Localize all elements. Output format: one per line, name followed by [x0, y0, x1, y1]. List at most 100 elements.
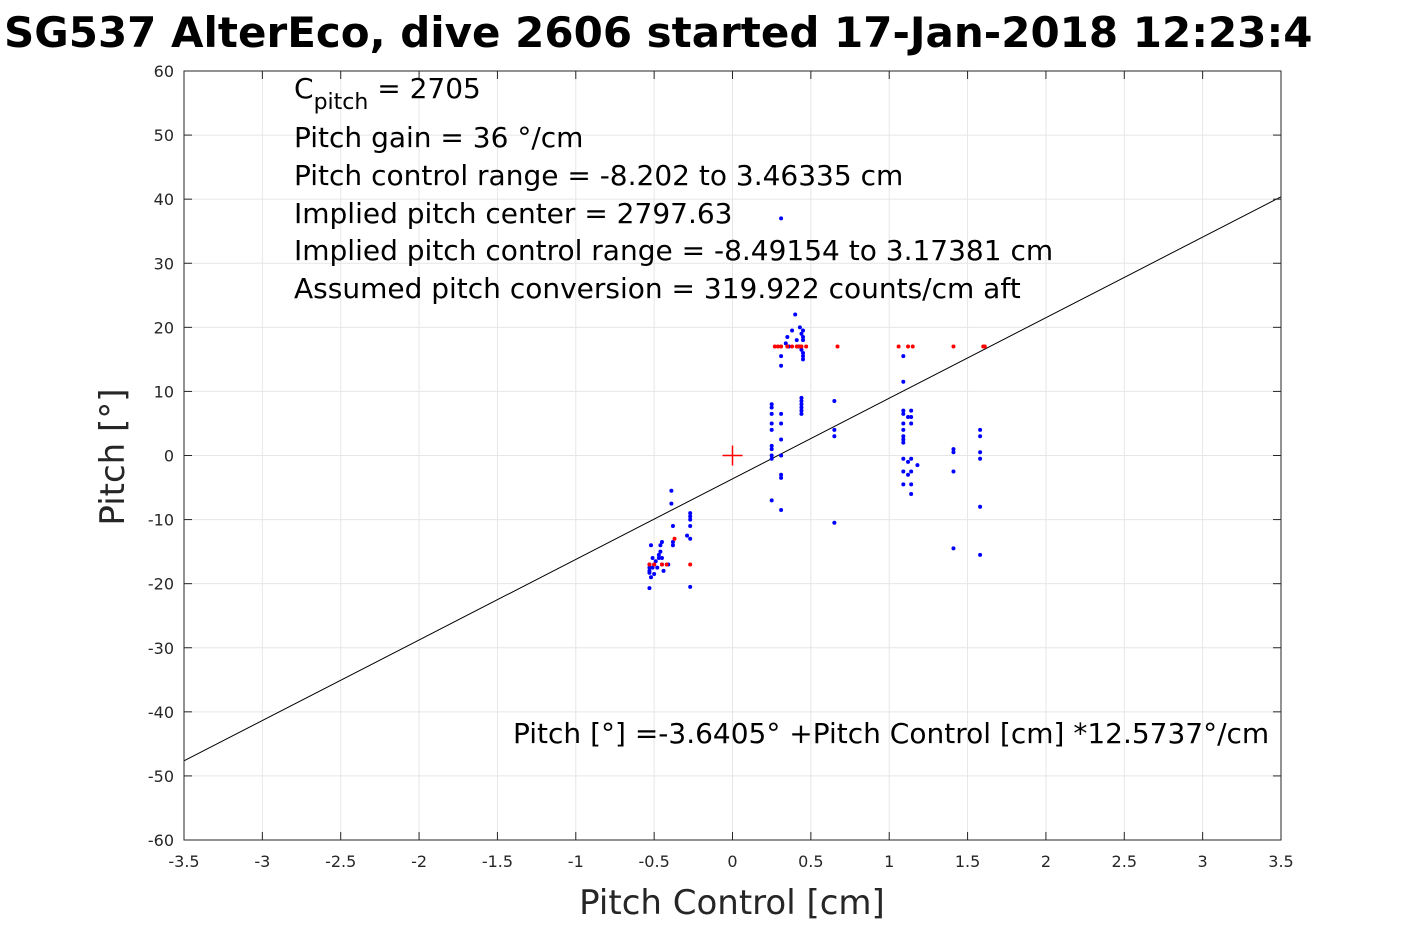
blue-data-point [769, 447, 774, 452]
blue-data-point [779, 453, 784, 458]
blue-data-point [799, 347, 804, 352]
blue-data-point [797, 325, 802, 330]
blue-data-point [978, 450, 983, 455]
blue-data-point [901, 440, 906, 445]
x-axis-label: Pitch Control [cm] [579, 883, 885, 923]
blue-data-point [685, 533, 690, 538]
blue-data-point [779, 363, 784, 368]
red-data-point [688, 562, 693, 567]
red-data-point [896, 344, 901, 349]
blue-data-point [647, 586, 652, 591]
blue-data-point [794, 338, 799, 343]
fit-equation-label: Pitch [°] =-3.6405° +Pitch Control [cm] … [513, 717, 1269, 750]
x-tick-label: 2.5 [1112, 852, 1137, 871]
blue-data-point [801, 334, 806, 339]
blue-data-point [779, 216, 784, 221]
blue-data-point [688, 523, 693, 528]
blue-data-point [670, 540, 675, 545]
y-tick-label: 20 [154, 318, 174, 337]
blue-data-point [901, 456, 906, 461]
blue-data-point [779, 437, 784, 442]
red-data-point [951, 344, 956, 349]
blue-data-point [978, 427, 983, 432]
blue-data-point [801, 354, 806, 359]
blue-data-point [901, 354, 906, 359]
blue-data-point [670, 523, 675, 528]
blue-data-point [779, 421, 784, 426]
blue-data-point [688, 514, 693, 519]
chart-title: SG537 AlterEco, dive 2606 started 17-Jan… [4, 8, 1312, 57]
red-data-point [659, 562, 664, 567]
blue-data-point [769, 453, 774, 458]
y-tick-label: -10 [148, 511, 174, 530]
red-data-point [910, 344, 915, 349]
blue-data-point [978, 504, 983, 509]
blue-data-point [915, 463, 920, 468]
blue-data-point [799, 402, 804, 407]
annotation-c-pitch: Cpitch = 2705 [294, 72, 481, 115]
blue-data-point [655, 565, 660, 570]
blue-data-point [688, 511, 693, 516]
blue-data-point [659, 540, 664, 545]
blue-data-point [801, 338, 806, 343]
blue-data-point [769, 405, 774, 410]
blue-data-point [901, 482, 906, 487]
y-tick-label: 0 [164, 447, 174, 466]
red-data-point [804, 344, 809, 349]
x-tick-label: -0.5 [639, 852, 670, 871]
blue-data-point [779, 472, 784, 477]
red-data-point [906, 344, 911, 349]
y-tick-label: -30 [148, 639, 174, 658]
blue-data-point [906, 459, 911, 464]
y-tick-label: 40 [154, 190, 174, 209]
blue-data-point [901, 379, 906, 384]
x-tick-label: 3 [1198, 852, 1208, 871]
blue-data-point [832, 434, 837, 439]
blue-data-point [832, 399, 837, 404]
red-data-point [799, 344, 804, 349]
blue-data-point [769, 443, 774, 448]
blue-data-point [909, 456, 914, 461]
blue-data-point [906, 415, 911, 420]
blue-data-point [779, 411, 784, 416]
x-tick-label: 3.5 [1268, 852, 1293, 871]
blue-data-point [647, 570, 652, 575]
blue-data-point [688, 584, 693, 589]
y-tick-label: -20 [148, 575, 174, 594]
axis-ticks: -3.5 -3 -2.5 -2 -1.5 -1 -0.5 0 0.5 1 1.5 2 2.5 3 3.5 -6… [148, 62, 1294, 871]
red-data-point [779, 344, 784, 349]
blue-data-point [656, 556, 661, 561]
red-data-point [982, 344, 987, 349]
blue-data-point [647, 565, 652, 570]
x-tick-label: -2.5 [325, 852, 356, 871]
scatter-points [647, 216, 987, 591]
blue-data-point [688, 536, 693, 541]
blue-data-point [799, 405, 804, 410]
y-axis-label: Pitch [°] [93, 388, 133, 525]
blue-data-point [769, 402, 774, 407]
blue-data-point [652, 572, 657, 577]
annotation-c-pitch-sub: pitch [314, 90, 369, 115]
blue-data-point [799, 408, 804, 413]
y-tick-label: 60 [154, 62, 174, 81]
blue-data-point [799, 395, 804, 400]
annotation-implied-control-range: Implied pitch control range = -8.49154 t… [294, 234, 1053, 267]
blue-data-point [659, 556, 664, 561]
blue-data-point [785, 334, 790, 339]
blue-data-point [951, 546, 956, 551]
blue-data-point [669, 488, 674, 493]
blue-data-point [901, 469, 906, 474]
blue-data-point [769, 456, 774, 461]
blue-data-point [909, 491, 914, 496]
blue-data-point [769, 427, 774, 432]
blue-data-point [978, 434, 983, 439]
fit-line-layer [183, 196, 1282, 762]
red-data-point [794, 344, 799, 349]
red-data-point [790, 344, 795, 349]
blue-data-point [783, 341, 788, 346]
blue-data-point [906, 472, 911, 477]
blue-data-point [649, 543, 654, 548]
red-data-point [835, 344, 840, 349]
red-data-point [664, 562, 669, 567]
